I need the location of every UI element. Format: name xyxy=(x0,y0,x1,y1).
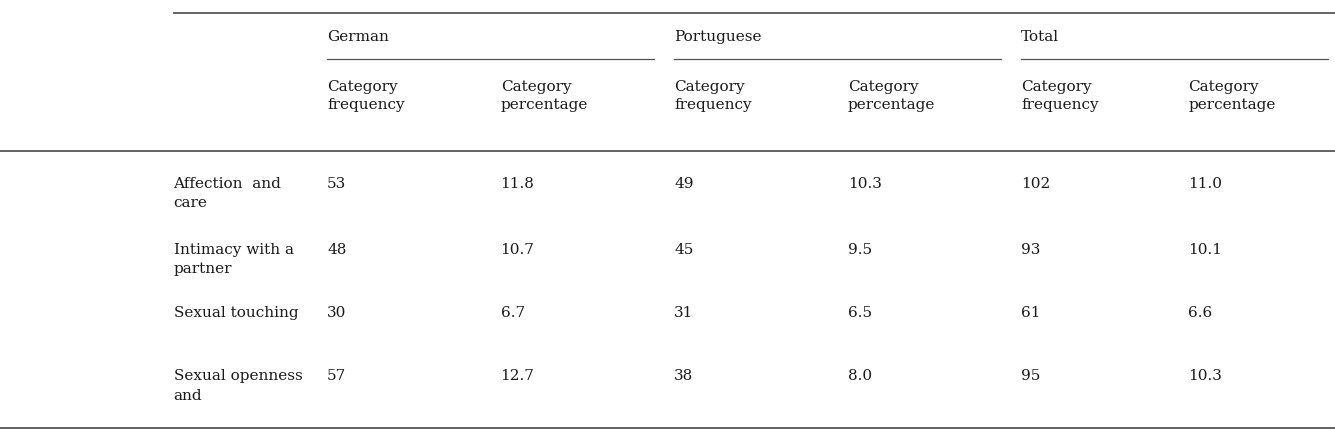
Text: 10.1: 10.1 xyxy=(1188,243,1222,257)
Text: 61: 61 xyxy=(1021,306,1041,320)
Text: Category
frequency: Category frequency xyxy=(674,80,752,112)
Text: 53: 53 xyxy=(327,177,346,191)
Text: 31: 31 xyxy=(674,306,694,320)
Text: Sexual touching: Sexual touching xyxy=(174,306,298,320)
Text: 11.8: 11.8 xyxy=(501,177,534,191)
Text: 10.3: 10.3 xyxy=(1188,369,1222,383)
Text: 48: 48 xyxy=(327,243,347,257)
Text: 8.0: 8.0 xyxy=(848,369,872,383)
Text: 6.6: 6.6 xyxy=(1188,306,1212,320)
Text: 30: 30 xyxy=(327,306,347,320)
Text: 45: 45 xyxy=(674,243,694,257)
Text: Category
percentage: Category percentage xyxy=(501,80,587,112)
Text: Category
frequency: Category frequency xyxy=(1021,80,1099,112)
Text: Intimacy with a
partner: Intimacy with a partner xyxy=(174,243,294,276)
Text: Total: Total xyxy=(1021,30,1060,44)
Text: 6.7: 6.7 xyxy=(501,306,525,320)
Text: 6.5: 6.5 xyxy=(848,306,872,320)
Text: German: German xyxy=(327,30,388,44)
Text: Category
percentage: Category percentage xyxy=(1188,80,1275,112)
Text: 38: 38 xyxy=(674,369,693,383)
Text: 12.7: 12.7 xyxy=(501,369,534,383)
Text: 11.0: 11.0 xyxy=(1188,177,1222,191)
Text: Affection  and
care: Affection and care xyxy=(174,177,282,211)
Text: 10.7: 10.7 xyxy=(501,243,534,257)
Text: Category
percentage: Category percentage xyxy=(848,80,934,112)
Text: Portuguese: Portuguese xyxy=(674,30,762,44)
Text: Category
frequency: Category frequency xyxy=(327,80,405,112)
Text: 95: 95 xyxy=(1021,369,1041,383)
Text: 9.5: 9.5 xyxy=(848,243,872,257)
Text: 49: 49 xyxy=(674,177,694,191)
Text: Sexual openness
and: Sexual openness and xyxy=(174,369,302,403)
Text: 10.3: 10.3 xyxy=(848,177,881,191)
Text: 93: 93 xyxy=(1021,243,1041,257)
Text: 57: 57 xyxy=(327,369,346,383)
Text: 102: 102 xyxy=(1021,177,1051,191)
